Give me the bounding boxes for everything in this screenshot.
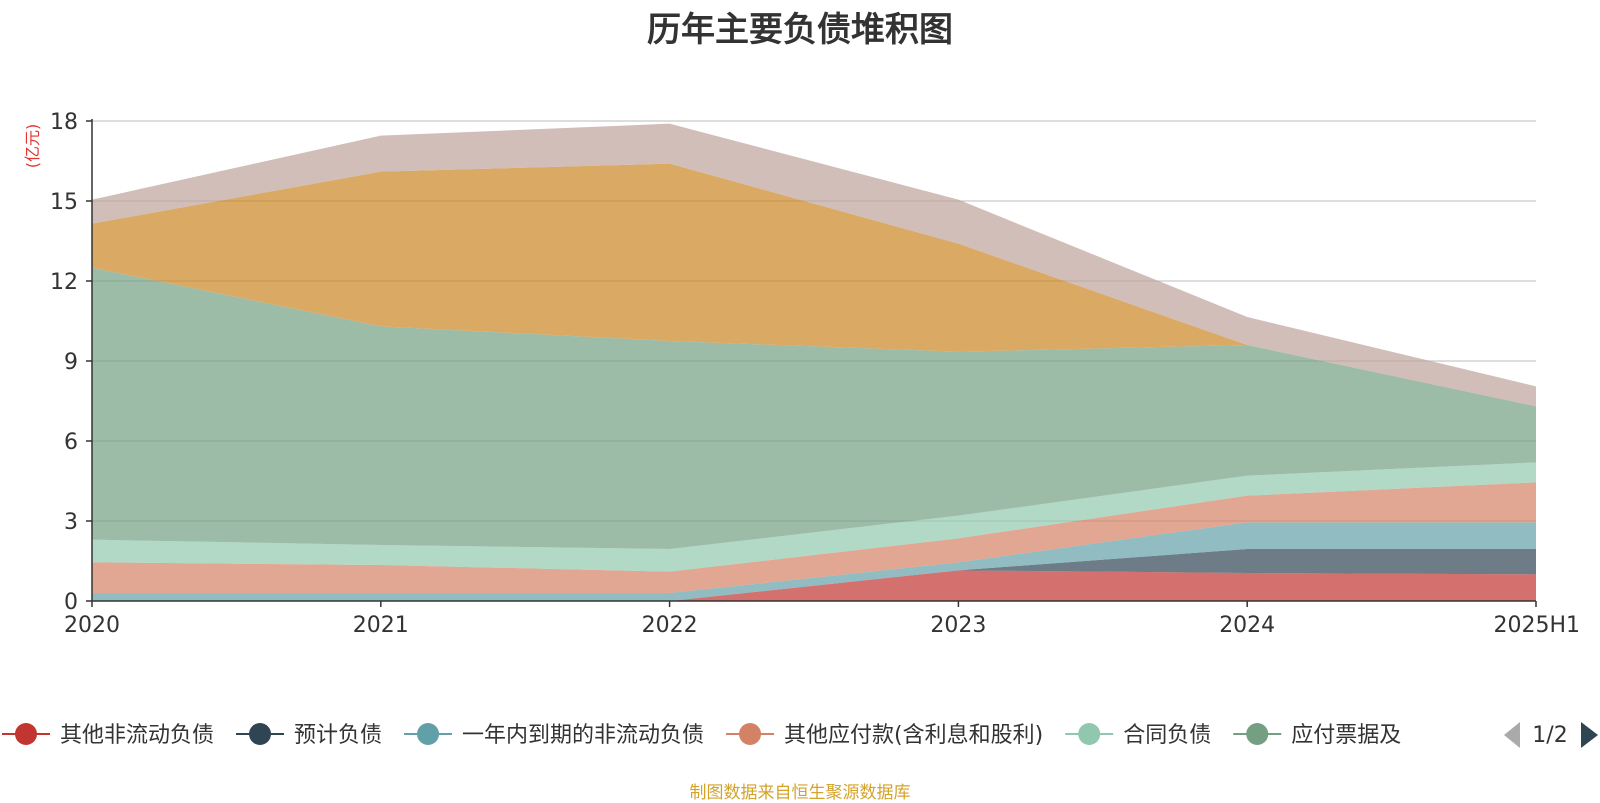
area-series-2	[92, 549, 1536, 601]
x-tick-label: 2022	[642, 613, 698, 638]
area-series-6	[92, 267, 1536, 549]
x-tick-label: 2025H1	[1493, 613, 1580, 638]
x-tick-label: 2021	[353, 613, 409, 638]
y-axis-unit-label: (亿元)	[23, 124, 42, 169]
y-tick-label: 6	[64, 430, 78, 455]
area-series-5	[92, 462, 1536, 572]
area-series	[92, 123, 1536, 601]
legend-circle-marker	[249, 723, 272, 745]
y-tick-label: 15	[50, 190, 78, 215]
area-series-1	[92, 570, 1536, 601]
x-tick-label: 2024	[1219, 613, 1275, 638]
legend: 其他非流动负债 预计负债 一年内到期的非流动负债 其他应付款(含利息和股利) 合同负债 应…	[2, 722, 1598, 748]
x-tick-label: 2020	[64, 613, 120, 638]
axes: 0 3 6 9 12 15 18 2020 2021 2022 2023 2024 2025H1 (亿元)	[23, 110, 1580, 638]
legend-item-label: 其他非流动负债	[60, 723, 214, 748]
y-tick-label: 9	[64, 350, 78, 375]
x-tick-label: 2023	[930, 613, 986, 638]
y-tick-label: 0	[64, 590, 78, 615]
legend-next-page-icon	[1581, 722, 1598, 748]
legend-item-label: 其他应付款(含利息和股利)	[784, 723, 1043, 748]
legend-circle-marker	[417, 723, 440, 745]
y-tick-label: 3	[64, 510, 78, 535]
legend-circle-marker	[15, 723, 37, 745]
legend-item-label: 合同负债	[1123, 723, 1211, 748]
data-source-note: 制图数据来自恒生聚源数据库	[689, 783, 911, 803]
legend-page-indicator: 1/2	[1532, 723, 1567, 748]
legend-circle-marker	[1078, 723, 1101, 745]
area-series-7	[92, 163, 1536, 407]
legend-circle-marker	[739, 723, 762, 745]
chart-title: 历年主要负债堆积图	[647, 10, 953, 50]
area-series-3	[92, 522, 1536, 601]
legend-prev-page-icon	[1504, 722, 1520, 748]
legend-item-label: 一年内到期的非流动负债	[462, 723, 704, 748]
legend-circle-marker	[1246, 723, 1269, 745]
y-tick-label: 18	[50, 110, 78, 135]
y-tick-label: 12	[50, 270, 78, 295]
area-series-8	[92, 123, 1536, 407]
legend-item-label: 应付票据及	[1291, 723, 1401, 748]
legend-item-label: 预计负债	[294, 723, 382, 748]
area-series-4	[92, 482, 1536, 593]
